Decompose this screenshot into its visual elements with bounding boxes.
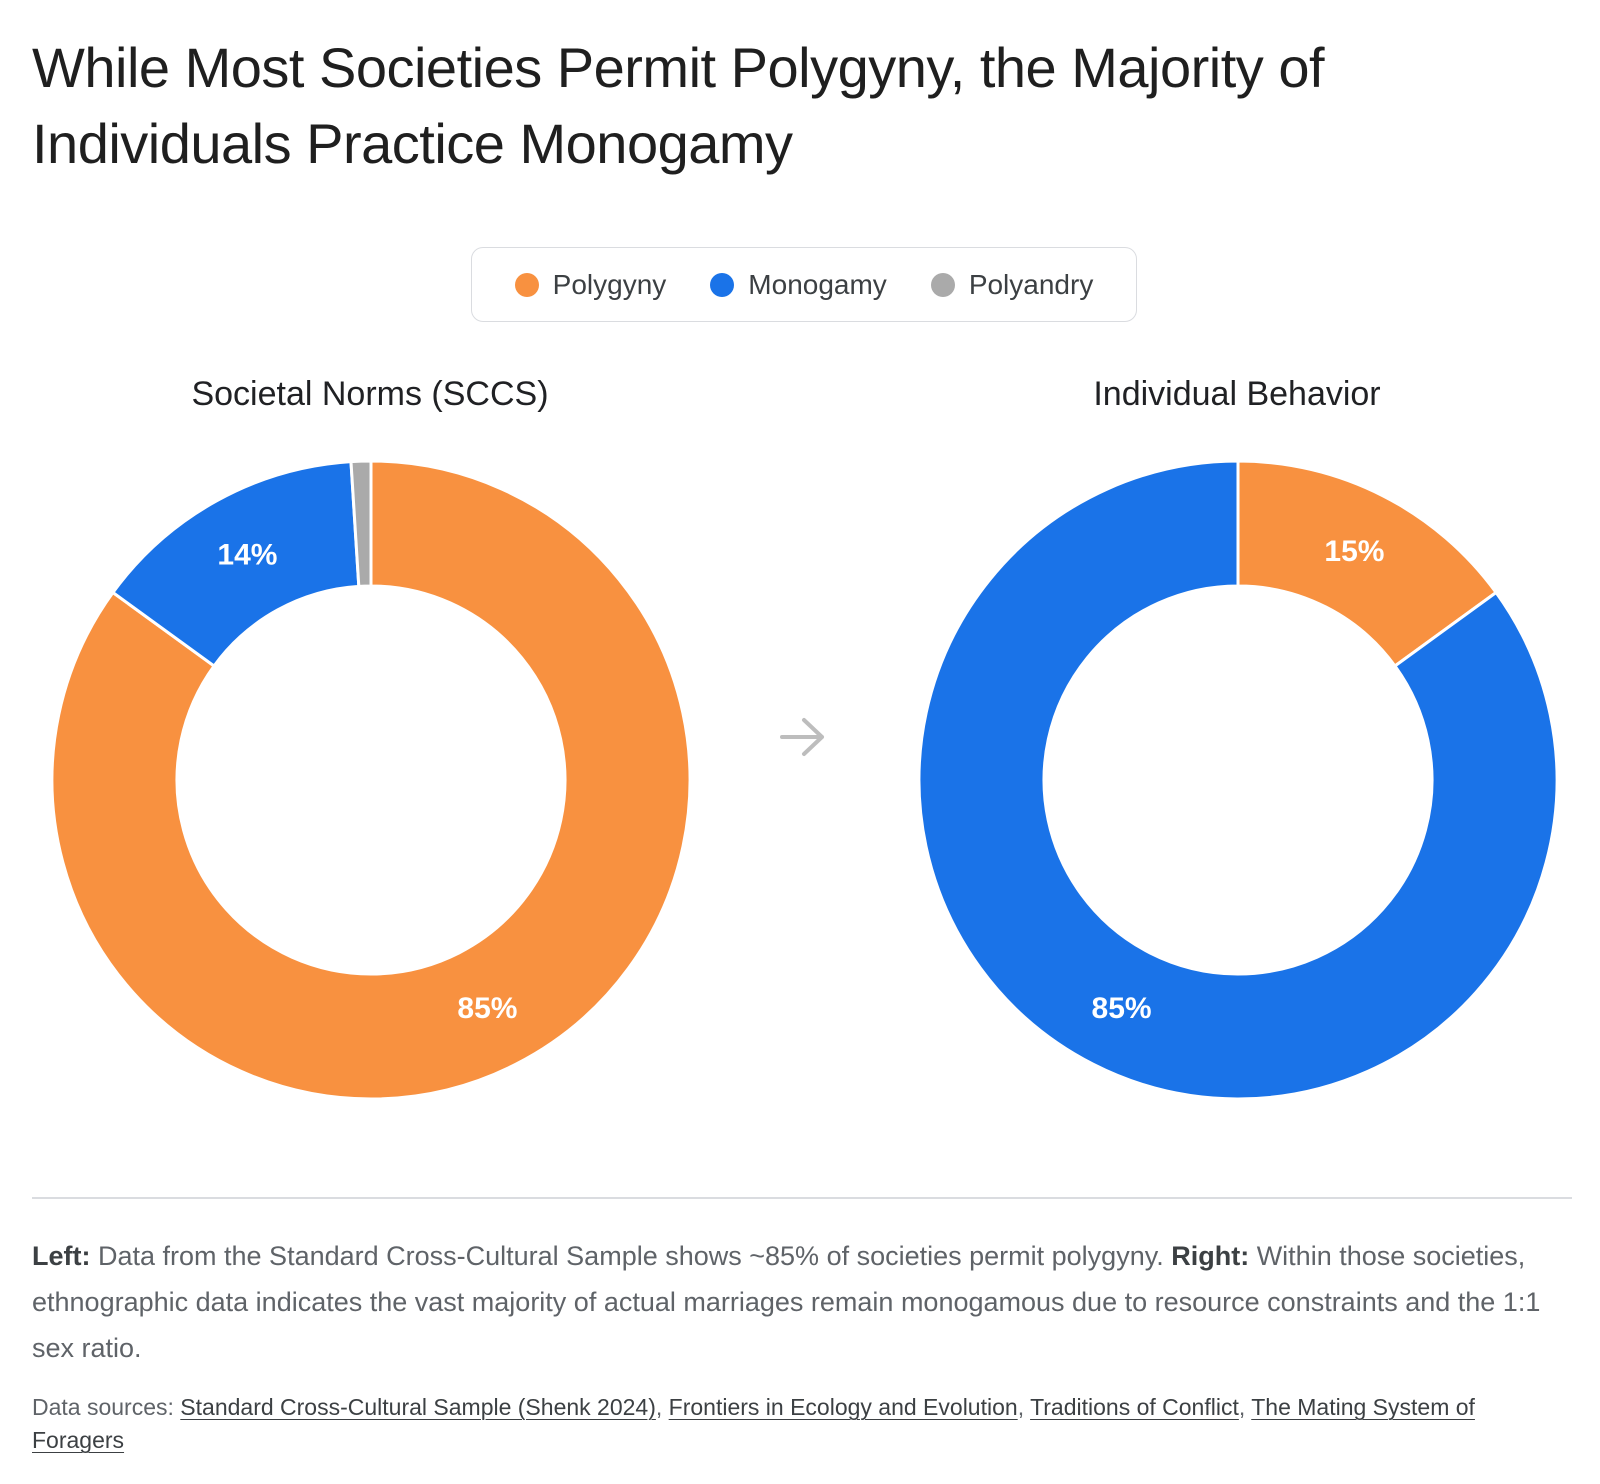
left-data-label-monogamy: 14%: [217, 539, 277, 572]
legend-label: Polygyny: [552, 268, 667, 300]
legend-item-monogamy[interactable]: Monogamy: [710, 269, 887, 301]
legend-item-polygyny[interactable]: Polygyny: [514, 268, 667, 301]
source-link[interactable]: Standard Cross-Cultural Sample (Shenk 20…: [180, 1394, 656, 1420]
legend-label: Polyandry: [968, 268, 1094, 300]
data-sources: Data sources: Standard Cross-Cultural Sa…: [32, 1394, 1475, 1453]
donut-charts: 85% 14% 15% 85%: [50, 459, 1559, 1101]
legend-swatch-polyandry: [930, 272, 955, 297]
legend-item-polyandry[interactable]: Polyandry: [930, 268, 1094, 301]
chart-title: While Most Societies Permit Polygyny, th…: [32, 36, 1325, 175]
left-slice-polyandry[interactable]: [349, 459, 373, 588]
source-link[interactable]: Frontiers in Ecology and Evolution: [668, 1394, 1018, 1420]
source-link[interactable]: Traditions of Conflict: [1030, 1394, 1239, 1420]
caption-right-text: Within those societies, ethnographic dat…: [32, 1241, 1541, 1363]
legend-label: Monogamy: [748, 268, 887, 300]
left-chart-title: Societal Norms (SCCS): [191, 375, 549, 413]
caption-left-label: Left:: [32, 1241, 91, 1271]
divider: [32, 1197, 1572, 1199]
legend-swatch-monogamy: [710, 272, 735, 297]
caption: Left: Data from the Standard Cross-Cultu…: [32, 1233, 1572, 1371]
right-chart-title: Individual Behavior: [1093, 375, 1381, 413]
sources-prefix: Data sources:: [32, 1394, 181, 1420]
left-data-label-polygyny: 85%: [457, 992, 517, 1025]
left-slice-polygyny[interactable]: [50, 459, 692, 1101]
legend: Polygyny Monogamy Polyandry: [471, 247, 1137, 322]
legend-swatch-polygyny: [514, 272, 539, 297]
right-data-label-polygyny: 15%: [1324, 535, 1384, 568]
arrow-right-icon: [780, 718, 824, 756]
caption-right-label: Right:: [1171, 1241, 1250, 1271]
caption-left-text: Data from the Standard Cross-Cultural Sa…: [90, 1241, 1172, 1271]
source-link[interactable]: The Mating System of Foragers: [32, 1394, 1475, 1453]
right-slice-monogamy[interactable]: [917, 459, 1559, 1101]
right-data-label-monogamy: 85%: [1092, 992, 1152, 1025]
right-slice-polygyny[interactable]: [1236, 459, 1499, 669]
